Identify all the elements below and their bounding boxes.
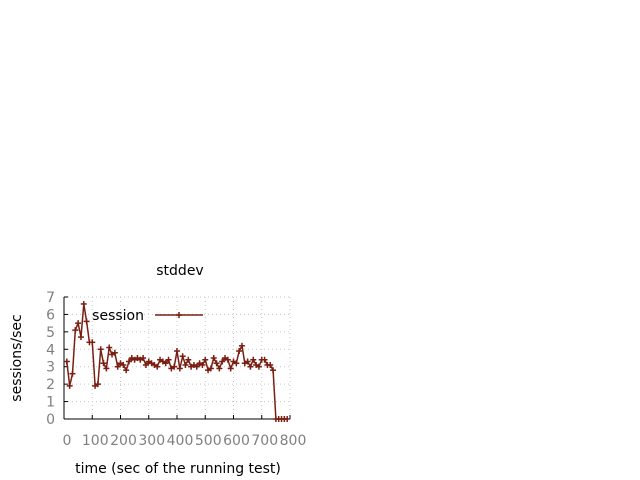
data-point [72, 327, 79, 334]
data-point [106, 344, 113, 351]
data-point [103, 365, 110, 372]
x-tick-label: 800 [280, 433, 307, 449]
data-point [120, 361, 127, 368]
data-point [193, 363, 200, 370]
data-point [199, 361, 206, 368]
data-point [83, 318, 90, 325]
data-point [219, 358, 226, 365]
data-point [267, 361, 274, 368]
data-point [80, 300, 87, 307]
data-point [75, 320, 82, 327]
data-point [142, 361, 149, 368]
data-point [77, 334, 84, 341]
x-tick-label: 300 [138, 433, 165, 449]
x-tick-label: 700 [251, 433, 278, 449]
data-point [284, 416, 291, 422]
chart-title: stddev [156, 263, 203, 279]
y-tick-label: 0 [46, 412, 55, 428]
data-point [140, 355, 147, 361]
data-point [179, 353, 186, 360]
y-axis-label: sessions/sec [9, 314, 25, 401]
data-point [255, 363, 262, 370]
data-point [114, 363, 121, 370]
legend: session [92, 308, 203, 324]
data-point [63, 358, 70, 365]
data-point [236, 348, 243, 355]
y-tick-label: 1 [46, 395, 55, 411]
data-point [97, 346, 104, 353]
x-tick-label: 600 [223, 433, 250, 449]
data-point [202, 356, 209, 363]
legend-marker-session [176, 312, 182, 318]
data-point [224, 356, 231, 363]
data-point [244, 358, 251, 365]
data-point [94, 381, 101, 388]
data-point [89, 339, 96, 346]
data-point [261, 356, 268, 363]
data-point [165, 356, 172, 363]
data-point [176, 365, 183, 372]
data-point [213, 360, 220, 367]
x-tick-label: 400 [167, 433, 194, 449]
y-tick-label: 3 [46, 360, 55, 376]
legend-label-session: session [92, 308, 144, 324]
data-point [69, 370, 76, 377]
data-point [210, 355, 217, 361]
data-point [250, 356, 257, 363]
data-point [100, 360, 107, 367]
x-tick-label: 500 [195, 433, 222, 449]
data-point [154, 363, 161, 370]
data-point [125, 358, 132, 365]
data-point [174, 348, 180, 355]
data-point [216, 365, 223, 372]
data-point [270, 367, 277, 374]
y-tick-label: 5 [46, 325, 55, 341]
y-tick-label: 6 [46, 307, 55, 323]
y-tick-label: 7 [46, 290, 55, 306]
x-tick-label: 100 [82, 433, 109, 449]
data-point [233, 360, 240, 367]
data-point [207, 365, 214, 372]
data-point [247, 363, 254, 370]
data-point [227, 365, 234, 372]
x-axis-label: time (sec of the running test) [75, 461, 281, 477]
data-point [171, 363, 178, 370]
legend-plus-marker [176, 312, 182, 318]
y-tick-label: 4 [46, 342, 55, 358]
x-tick-label: 0 [63, 433, 72, 449]
x-tick-label: 200 [110, 433, 137, 449]
data-point [238, 342, 245, 349]
data-point [66, 382, 73, 389]
data-point [162, 360, 169, 367]
data-point [182, 361, 189, 368]
series-layer [63, 300, 291, 422]
y-tick-label: 2 [46, 377, 55, 393]
data-point [123, 367, 130, 374]
data-point [111, 349, 118, 356]
data-point [185, 356, 192, 363]
